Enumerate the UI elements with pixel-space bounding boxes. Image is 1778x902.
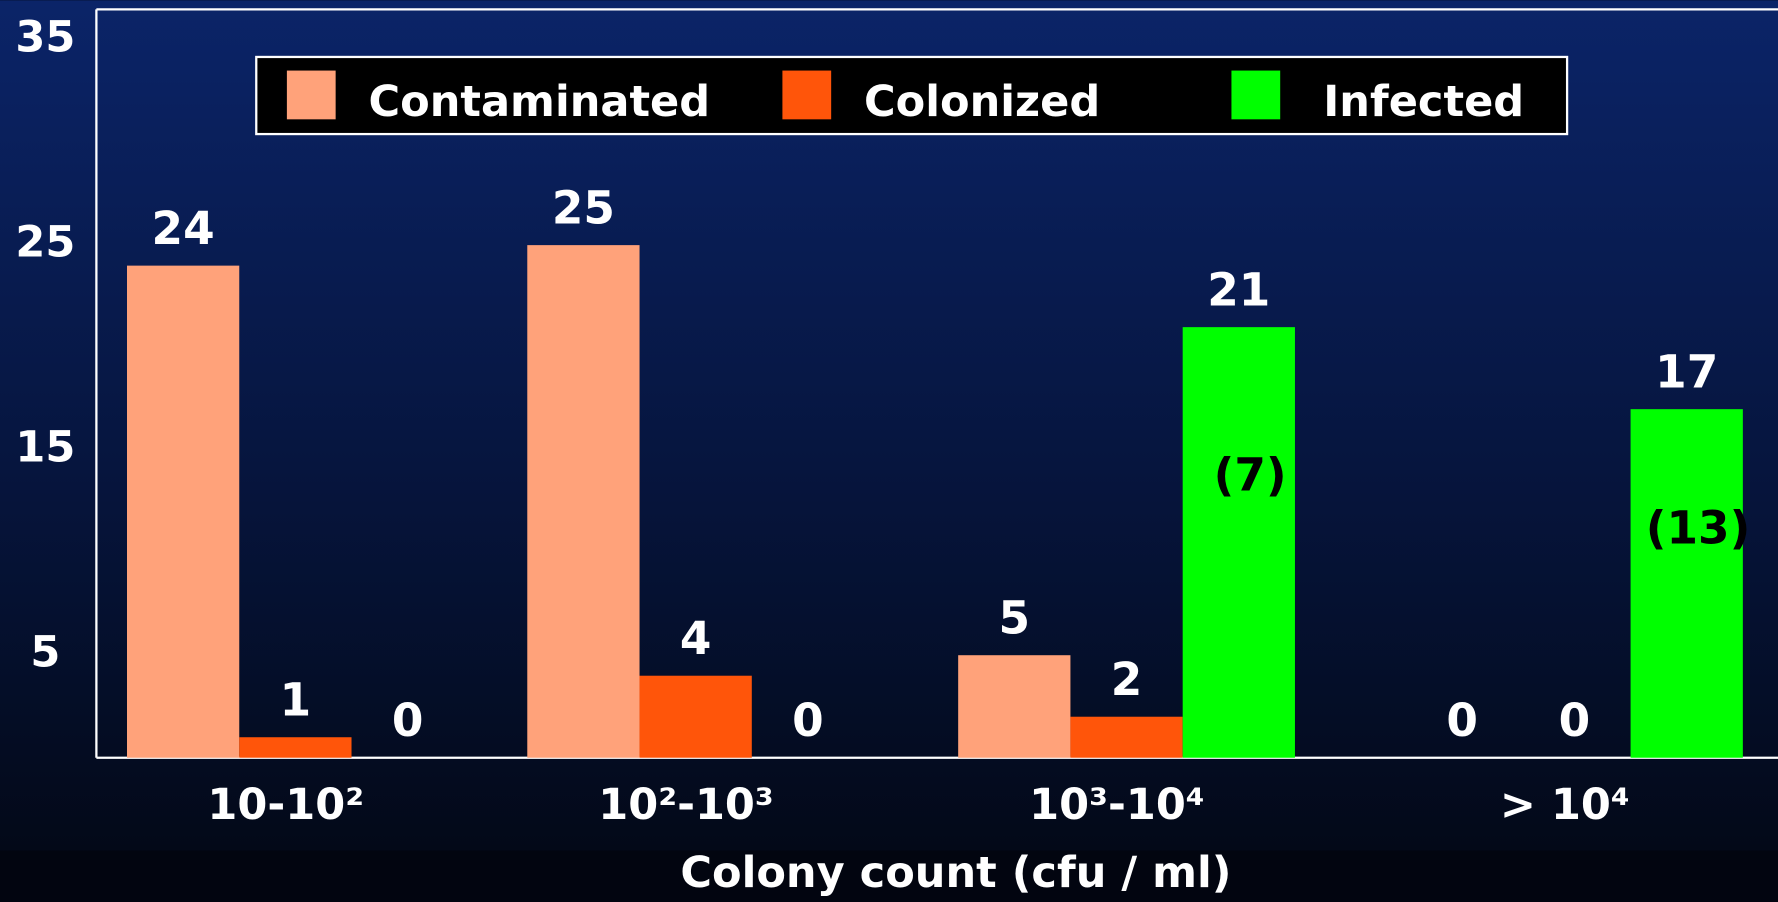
data-label: 0 bbox=[392, 694, 424, 747]
bar bbox=[958, 655, 1071, 758]
x-tick-label: 10²-10³ bbox=[598, 780, 774, 830]
legend-box bbox=[255, 55, 1569, 136]
data-label: 0 bbox=[1559, 694, 1591, 747]
y-tick-label: 15 bbox=[15, 423, 75, 473]
bar bbox=[1070, 716, 1183, 758]
bar bbox=[1182, 327, 1295, 758]
data-label: 2 bbox=[1111, 653, 1143, 706]
x-axis-label: Colony count (cfu / ml) bbox=[680, 848, 1231, 898]
y-tick-label: 5 bbox=[30, 628, 60, 678]
x-tick-label: 10³-10⁴ bbox=[1029, 780, 1205, 830]
bar bbox=[639, 675, 752, 758]
data-label: 0 bbox=[1446, 694, 1478, 747]
data-label: 0 bbox=[792, 694, 824, 747]
background bbox=[0, 0, 1778, 851]
bar bbox=[239, 737, 352, 758]
bar-annotation: (13) bbox=[1646, 502, 1751, 555]
data-label: 21 bbox=[1207, 264, 1270, 317]
data-label: 5 bbox=[999, 592, 1031, 645]
data-label: 4 bbox=[680, 612, 712, 665]
legend-label: Contaminated bbox=[369, 77, 711, 127]
legend-swatch bbox=[1231, 70, 1281, 120]
data-label: 1 bbox=[280, 674, 312, 727]
bar bbox=[1630, 409, 1743, 758]
data-label: 17 bbox=[1655, 346, 1718, 399]
legend-swatch bbox=[286, 70, 336, 120]
legend-label: Infected bbox=[1323, 77, 1524, 127]
y-tick-label: 35 bbox=[15, 13, 75, 63]
x-tick-label: 10-10² bbox=[207, 780, 364, 830]
bar bbox=[527, 245, 640, 758]
legend-label: Colonized bbox=[864, 77, 1100, 127]
data-label: 25 bbox=[552, 182, 615, 235]
x-tick-label: > 10⁴ bbox=[1500, 780, 1630, 830]
legend-swatch bbox=[782, 70, 832, 120]
bar bbox=[127, 265, 240, 758]
y-tick-label: 25 bbox=[15, 218, 75, 268]
data-label: 24 bbox=[152, 202, 215, 255]
footer-band bbox=[0, 850, 1778, 902]
bar-annotation: (7) bbox=[1214, 448, 1287, 501]
